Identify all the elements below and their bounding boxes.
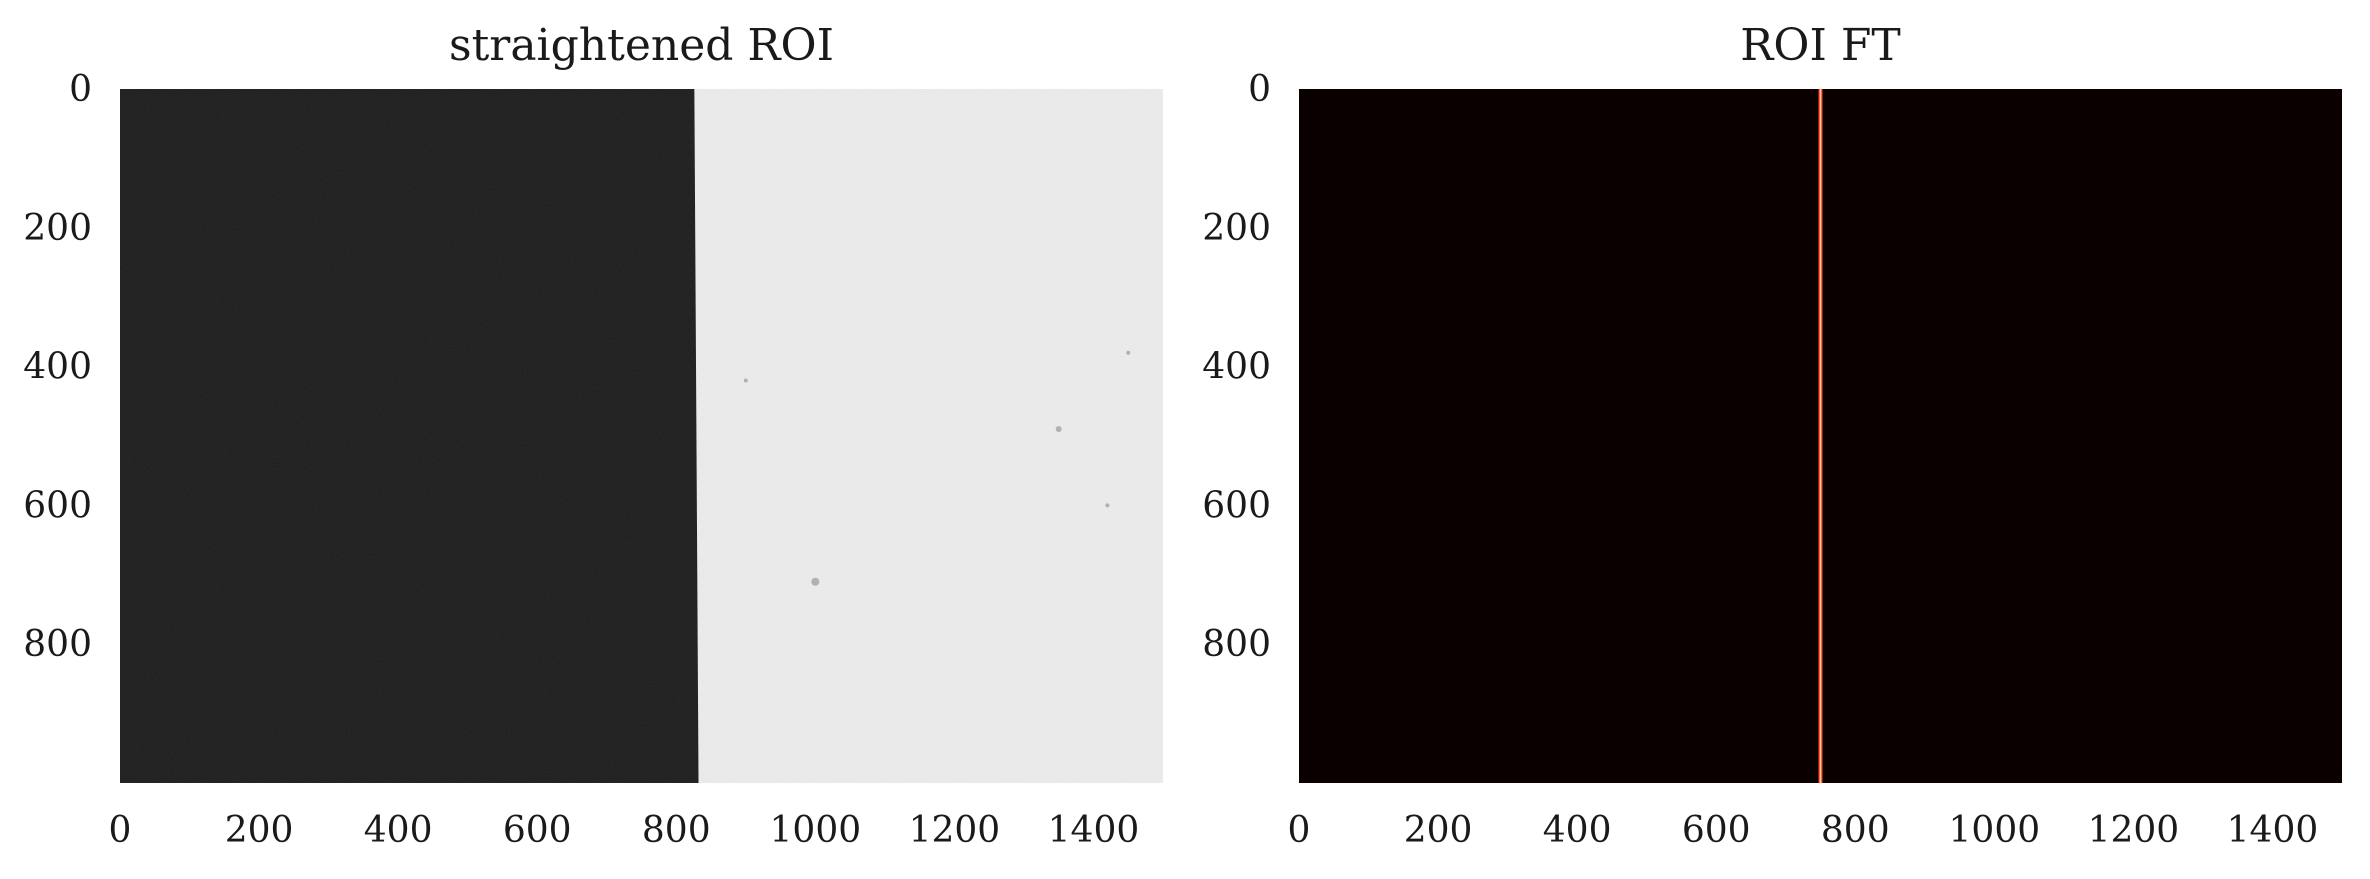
x-tick-label: 1200 [2088, 810, 2180, 851]
y-tick-label: 0 [69, 69, 92, 110]
speck [743, 378, 748, 383]
y-tick-label: 800 [23, 624, 92, 665]
y-axis: 0 200 400 600 800 [1202, 69, 1271, 665]
speck [1055, 426, 1062, 433]
x-tick-label: 1400 [1048, 810, 1140, 851]
chart-title: straightened ROI [449, 20, 834, 71]
y-tick-label: 400 [1202, 347, 1271, 388]
panel-straightened-roi: straightened ROI 0 200 400 600 800 1000 1200 14… [23, 20, 1163, 851]
x-tick-label: 1000 [770, 810, 862, 851]
x-tick-label: 800 [642, 810, 711, 851]
speck [1105, 503, 1110, 508]
chart-title: ROI FT [1740, 20, 1900, 71]
y-tick-label: 0 [1248, 69, 1271, 110]
roi-image [120, 89, 1163, 783]
x-tick-label: 1000 [1949, 810, 2041, 851]
speck [1126, 350, 1131, 355]
ft-image [1299, 89, 2342, 783]
y-axis: 0 200 400 600 800 [23, 69, 92, 665]
x-tick-label: 600 [1682, 810, 1751, 851]
y-tick-label: 800 [1202, 624, 1271, 665]
ft-line [1819, 89, 1822, 783]
x-tick-label: 200 [225, 810, 294, 851]
x-tick-label: 1200 [909, 810, 1001, 851]
x-axis: 0 200 400 600 800 1000 1200 1400 [109, 810, 1140, 851]
y-tick-label: 400 [23, 347, 92, 388]
noise-texture [120, 89, 1163, 783]
x-tick-label: 800 [1821, 810, 1890, 851]
x-tick-label: 0 [1288, 810, 1311, 851]
y-tick-label: 600 [1202, 485, 1271, 526]
x-tick-label: 200 [1404, 810, 1473, 851]
y-tick-label: 200 [23, 208, 92, 249]
x-tick-label: 600 [503, 810, 572, 851]
x-tick-label: 1400 [2227, 810, 2319, 851]
x-axis: 0 200 400 600 800 1000 1200 1400 [1288, 810, 2319, 851]
panel-roi-ft: ROI FT 0 200 400 600 800 1000 1200 1400 0 200 400… [1202, 20, 2342, 851]
y-tick-label: 600 [23, 485, 92, 526]
x-tick-label: 0 [109, 810, 132, 851]
x-tick-label: 400 [364, 810, 433, 851]
speck [811, 577, 820, 586]
y-tick-label: 200 [1202, 208, 1271, 249]
x-tick-label: 400 [1543, 810, 1612, 851]
